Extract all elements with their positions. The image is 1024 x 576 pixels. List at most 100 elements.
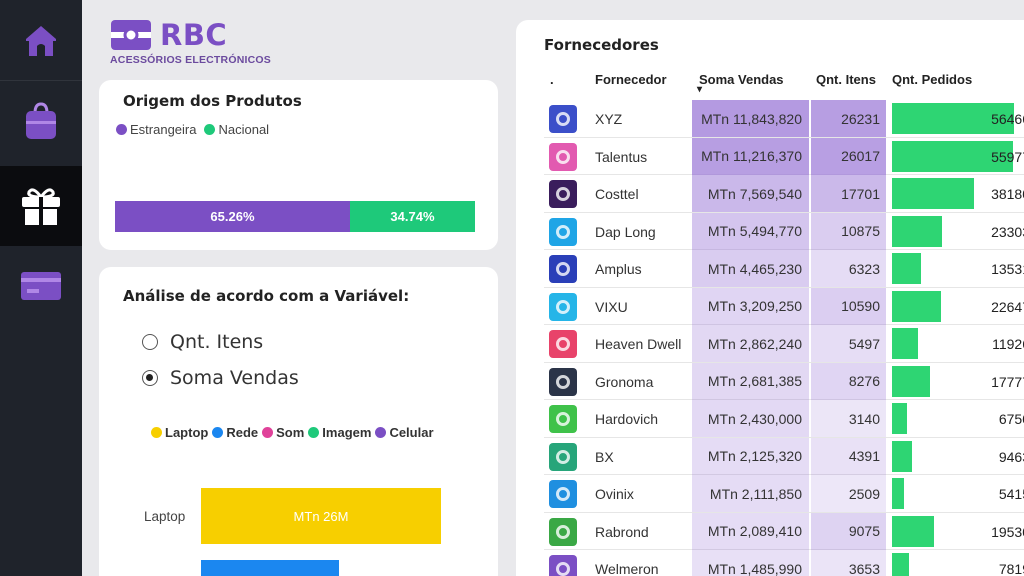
gronoma-logo-icon xyxy=(549,367,577,396)
radio-qnt-itens[interactable]: Qnt. Itens xyxy=(142,331,263,353)
cell-soma-vendas: MTn 5,494,770 xyxy=(692,212,809,250)
legend-item-laptop[interactable]: Laptop xyxy=(151,425,208,440)
bar-laptop[interactable]: MTn 26M xyxy=(201,488,441,544)
sort-desc-icon: ▾ xyxy=(697,84,703,95)
welmeron-logo-icon xyxy=(549,555,577,576)
cell-qnt-pedidos: 17777 xyxy=(890,363,1024,400)
bar-segment-estrangeira[interactable]: 65.26% xyxy=(115,201,350,232)
legend-item-som[interactable]: Som xyxy=(262,425,304,440)
column-header-icon[interactable]: . xyxy=(550,72,554,87)
pedidos-data-bar xyxy=(892,178,974,209)
origem-stacked-bar: 65.26% 34.74% xyxy=(115,201,475,232)
cell-qnt-itens: 26231 xyxy=(811,100,886,137)
cell-qnt-itens: 9075 xyxy=(811,512,886,550)
hardovich-logo-icon xyxy=(549,405,577,433)
cell-qnt-itens: 10590 xyxy=(811,287,886,325)
cell-qnt-itens: 4391 xyxy=(811,437,886,475)
pedidos-data-bar xyxy=(892,403,907,434)
supplier-name: Welmeron xyxy=(595,561,659,576)
pedidos-value: 23303 xyxy=(991,223,1024,240)
radio-button-selected[interactable] xyxy=(142,370,158,386)
legend-item-imagem[interactable]: Imagem xyxy=(308,425,371,440)
cell-qnt-pedidos: 5415 xyxy=(890,475,1024,512)
pedidos-value: 13531 xyxy=(991,261,1024,277)
pedidos-data-bar xyxy=(892,440,912,472)
bar-rede[interactable] xyxy=(201,560,340,576)
cell-qnt-itens: 3140 xyxy=(811,400,886,437)
cell-qnt-pedidos: 23303 xyxy=(890,213,1024,250)
legend-item-rede[interactable]: Rede xyxy=(212,425,258,440)
home-icon xyxy=(26,26,56,56)
sidebar-item-gift[interactable] xyxy=(0,166,82,246)
ovinix-logo-icon xyxy=(549,480,577,508)
supplier-name: BX xyxy=(595,448,614,465)
column-header-qnt-pedidos[interactable]: Qnt. Pedidos xyxy=(892,72,973,87)
supplier-name: Amplus xyxy=(595,261,642,277)
credit-card-icon xyxy=(21,272,61,300)
cell-soma-vendas: MTn 2,089,410 xyxy=(692,512,809,550)
cell-qnt-itens: 6323 xyxy=(811,250,886,287)
cell-soma-vendas: MTn 2,111,850 xyxy=(692,475,809,512)
cell-soma-vendas: MTn 4,465,230 xyxy=(692,250,809,287)
fornecedores-card: Fornecedores . Fornecedor Soma Vendas ▾ … xyxy=(516,20,1024,576)
legend-item-celular[interactable]: Celular xyxy=(375,425,434,440)
cell-qnt-itens: 3653 xyxy=(811,550,886,576)
cell-qnt-itens: 17701 xyxy=(811,175,886,212)
analise-card: Análise de acordo com a Variável: Qnt. I… xyxy=(99,267,498,576)
radio-button[interactable] xyxy=(142,334,158,350)
cell-soma-vendas: MTn 11,843,820 xyxy=(692,100,809,137)
pedidos-value: 19530 xyxy=(991,523,1024,540)
cell-soma-vendas: MTn 3,209,250 xyxy=(692,287,809,325)
radio-soma-vendas[interactable]: Soma Vendas xyxy=(142,367,299,389)
pedidos-data-bar xyxy=(892,140,1013,172)
cell-qnt-pedidos: 19530 xyxy=(890,513,1024,550)
pedidos-data-bar xyxy=(892,103,1014,134)
cell-qnt-pedidos: 38180 xyxy=(890,175,1024,212)
cell-qnt-pedidos: 11926 xyxy=(890,325,1024,362)
pedidos-value: 55977 xyxy=(991,148,1024,165)
column-header-qnt-itens[interactable]: Qnt. Itens xyxy=(816,72,876,87)
sidebar-item-shopping[interactable] xyxy=(0,81,82,161)
cell-qnt-pedidos: 7819 xyxy=(890,550,1024,576)
supplier-name: Rabrond xyxy=(595,523,649,540)
cell-qnt-itens: 2509 xyxy=(811,475,886,512)
sidebar-item-home[interactable] xyxy=(0,0,82,80)
category-legend: Laptop Rede Som Imagem Celular xyxy=(151,425,438,440)
bar-segment-nacional[interactable]: 34.74% xyxy=(349,201,475,232)
cell-qnt-pedidos: 56466 xyxy=(890,100,1024,137)
legend-item-nacional[interactable]: Nacional xyxy=(204,122,269,137)
cell-qnt-itens: 8276 xyxy=(811,362,886,400)
pedidos-value: 56466 xyxy=(991,111,1024,127)
column-header-soma-vendas[interactable]: Soma Vendas xyxy=(699,72,784,87)
dap-long-logo-icon xyxy=(549,217,577,246)
vixu-logo-icon xyxy=(549,292,577,321)
pedidos-data-bar xyxy=(892,553,909,576)
xyz-logo-icon xyxy=(549,105,577,133)
gift-icon xyxy=(22,188,60,225)
supplier-name: Costtel xyxy=(595,186,639,202)
sidebar-item-card[interactable] xyxy=(0,246,82,326)
cell-qnt-pedidos: 55977 xyxy=(890,138,1024,175)
cell-qnt-pedidos: 22647 xyxy=(890,288,1024,325)
pedidos-value: 22647 xyxy=(991,298,1024,315)
legend-item-estrangeira[interactable]: Estrangeira xyxy=(116,122,196,137)
pedidos-data-bar xyxy=(892,290,941,322)
cell-qnt-pedidos: 9463 xyxy=(890,438,1024,475)
cell-qnt-itens: 10875 xyxy=(811,212,886,250)
sidebar xyxy=(0,0,82,576)
brand-subtitle: ACESSÓRIOS ELECTRÓNICOS xyxy=(110,54,271,66)
column-header-fornecedor[interactable]: Fornecedor xyxy=(595,72,667,87)
